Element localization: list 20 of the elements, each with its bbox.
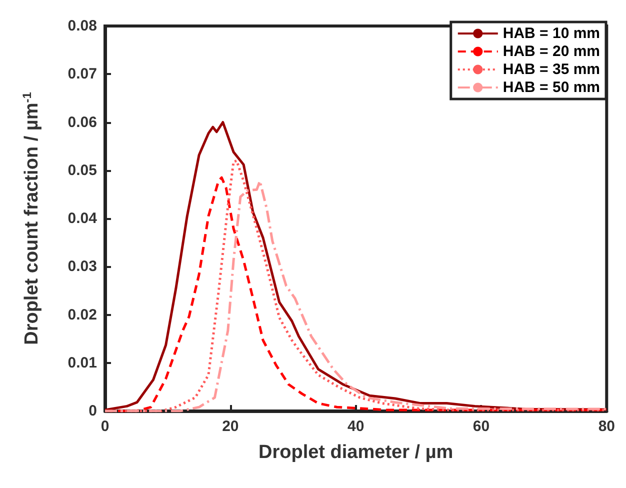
y-axis-title: Droplet count fraction / µm-1 [20,92,42,345]
legend-label: HAB = 50 mm [502,79,600,96]
y-tick-label: 0 [88,402,97,420]
legend-label: HAB = 20 mm [502,43,600,60]
y-tick-label: 0.03 [68,258,97,276]
legend-label: HAB = 10 mm [502,25,600,42]
x-tick-label: 20 [222,418,239,435]
x-tick-label: 60 [472,418,490,435]
legend-label: HAB = 35 mm [502,61,600,78]
x-tick-label: 0 [100,418,110,435]
x-axis-title: Droplet diameter / µm [258,442,454,463]
y-tick-label: 0.05 [68,162,97,179]
y-tick-label: 0.07 [68,66,97,83]
x-tick-label: 40 [347,418,364,435]
y-tick-label: 0.08 [68,18,97,34]
x-tick-label: 80 [598,418,615,435]
y-tick-label: 0.06 [68,114,97,131]
y-tick-label: 0.04 [68,210,98,227]
y-tick-label: 0.01 [68,354,97,372]
y-tick-label: 0.02 [68,306,97,324]
